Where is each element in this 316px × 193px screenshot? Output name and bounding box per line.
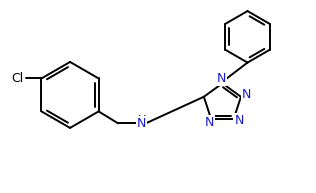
Text: N: N <box>234 114 244 127</box>
Text: N: N <box>137 117 146 130</box>
Text: N: N <box>216 72 226 85</box>
Text: H: H <box>137 115 146 125</box>
Text: N: N <box>241 88 251 101</box>
Text: Cl: Cl <box>11 72 23 85</box>
Text: N: N <box>205 116 214 130</box>
